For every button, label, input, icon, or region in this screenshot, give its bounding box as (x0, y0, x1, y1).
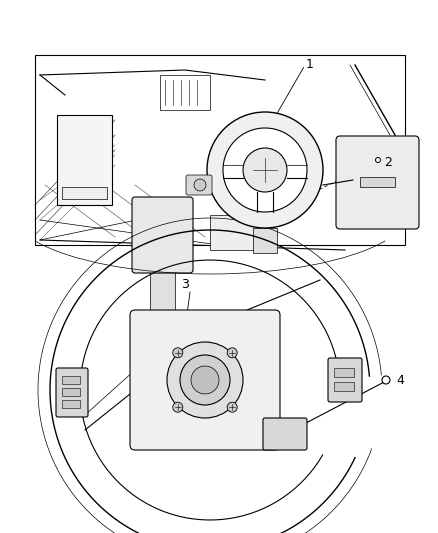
Bar (35, 55, 405, 245)
FancyBboxPatch shape (336, 136, 419, 229)
Bar (334, 382, 354, 391)
Bar (360, 177, 395, 187)
Bar (210, 215, 270, 250)
Text: 3: 3 (181, 278, 189, 290)
Bar (150, 270, 175, 310)
Bar (160, 75, 210, 110)
Circle shape (207, 112, 323, 228)
FancyBboxPatch shape (186, 175, 212, 195)
FancyBboxPatch shape (263, 418, 307, 450)
Circle shape (173, 402, 183, 412)
Circle shape (180, 355, 230, 405)
FancyBboxPatch shape (130, 310, 280, 450)
Circle shape (227, 348, 237, 358)
Bar (62, 376, 80, 384)
Bar (253, 228, 277, 253)
Circle shape (227, 402, 237, 412)
Circle shape (173, 348, 183, 358)
Circle shape (243, 148, 287, 192)
Bar (57, 115, 112, 205)
Circle shape (167, 342, 243, 418)
Circle shape (223, 128, 307, 212)
FancyBboxPatch shape (56, 368, 88, 417)
Bar (62, 400, 80, 408)
Text: 1: 1 (306, 59, 314, 71)
Circle shape (382, 376, 390, 384)
Bar (62, 187, 107, 199)
Circle shape (194, 179, 206, 191)
FancyBboxPatch shape (132, 197, 193, 273)
Text: 2: 2 (384, 156, 392, 168)
Bar (62, 388, 80, 396)
Text: 4: 4 (396, 374, 404, 386)
Circle shape (191, 366, 219, 394)
FancyBboxPatch shape (328, 358, 362, 402)
Bar (334, 368, 354, 377)
Circle shape (375, 157, 381, 163)
